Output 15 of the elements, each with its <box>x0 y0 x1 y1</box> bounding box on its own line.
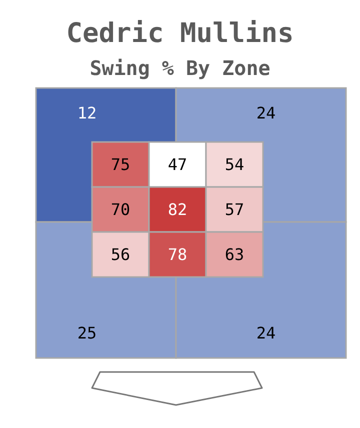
data-label: 63 <box>224 245 244 264</box>
data-label: 54 <box>224 155 244 174</box>
data-label: 78 <box>168 245 188 264</box>
data-label: 70 <box>110 200 130 219</box>
text: Swing % By Zone <box>90 56 270 80</box>
data-label: 75 <box>110 155 130 174</box>
data-label: 56 <box>110 245 130 264</box>
data-label: 47 <box>168 155 188 174</box>
text: Cedric Mullins <box>66 18 294 49</box>
data-label: 82 <box>168 200 188 219</box>
data-label: 12 <box>77 104 97 122</box>
data-label: 24 <box>256 324 276 342</box>
data-label: 24 <box>256 104 276 122</box>
data-label: 57 <box>224 200 244 219</box>
data-label: 25 <box>77 324 97 342</box>
